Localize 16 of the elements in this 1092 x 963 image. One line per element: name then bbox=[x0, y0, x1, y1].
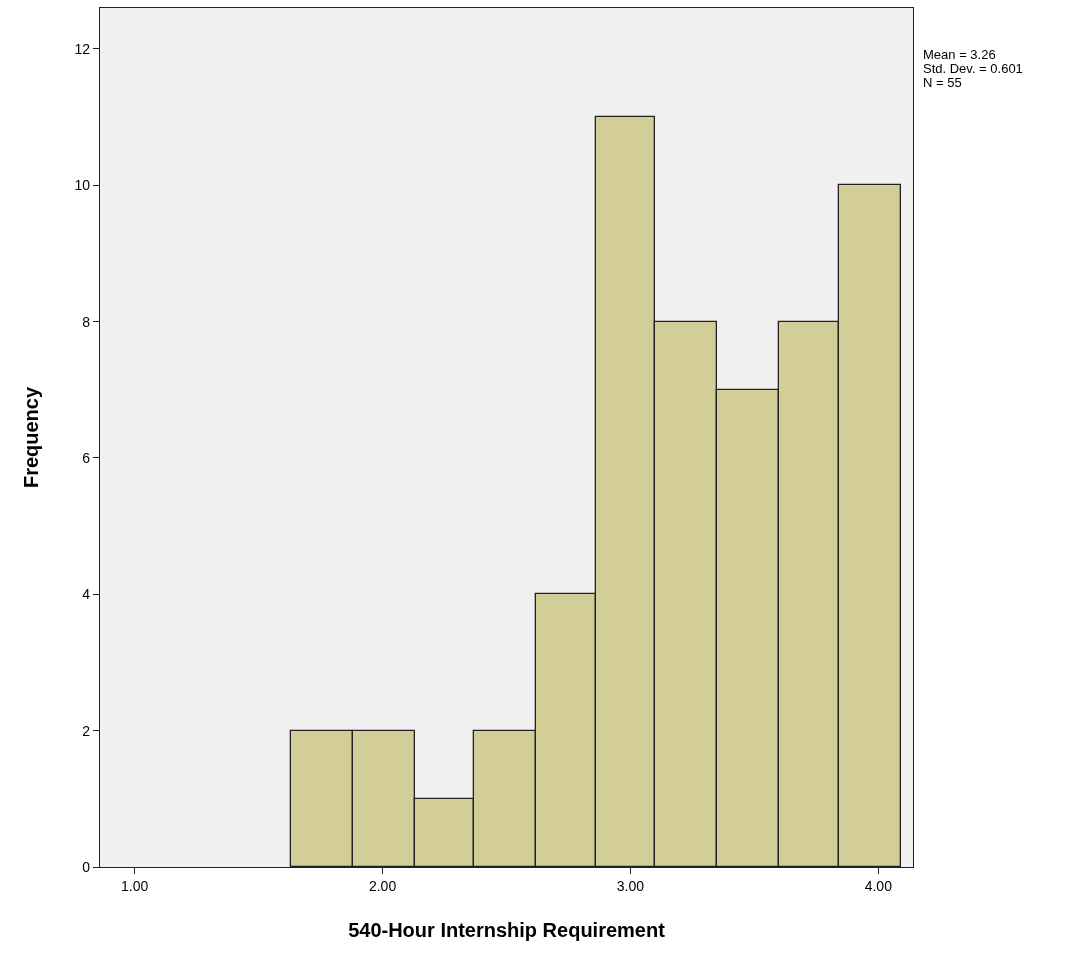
y-axis-title: Frequency bbox=[19, 386, 42, 489]
y-tick-label: 0 bbox=[82, 858, 91, 875]
x-tick-label: 2.00 bbox=[368, 877, 397, 894]
text: N = 55 bbox=[923, 75, 962, 90]
x-tick-label: 1.00 bbox=[121, 877, 149, 894]
text: Std. Dev. = 0.601 bbox=[923, 61, 1023, 76]
y-tick-label: 10 bbox=[74, 177, 91, 194]
x-tick-label: 3.00 bbox=[616, 877, 645, 894]
y-tick-label: 8 bbox=[82, 313, 91, 330]
y-tick-label: 2 bbox=[82, 722, 91, 739]
x-axis-title: 540-Hour Internship Requirement bbox=[348, 919, 666, 942]
y-tick-label: 12 bbox=[74, 40, 91, 57]
text: Mean = 3.26 bbox=[923, 47, 996, 62]
x-tick-label: 4.00 bbox=[864, 877, 893, 894]
y-tick-label: 6 bbox=[82, 449, 91, 466]
y-tick-label: 4 bbox=[82, 586, 91, 603]
